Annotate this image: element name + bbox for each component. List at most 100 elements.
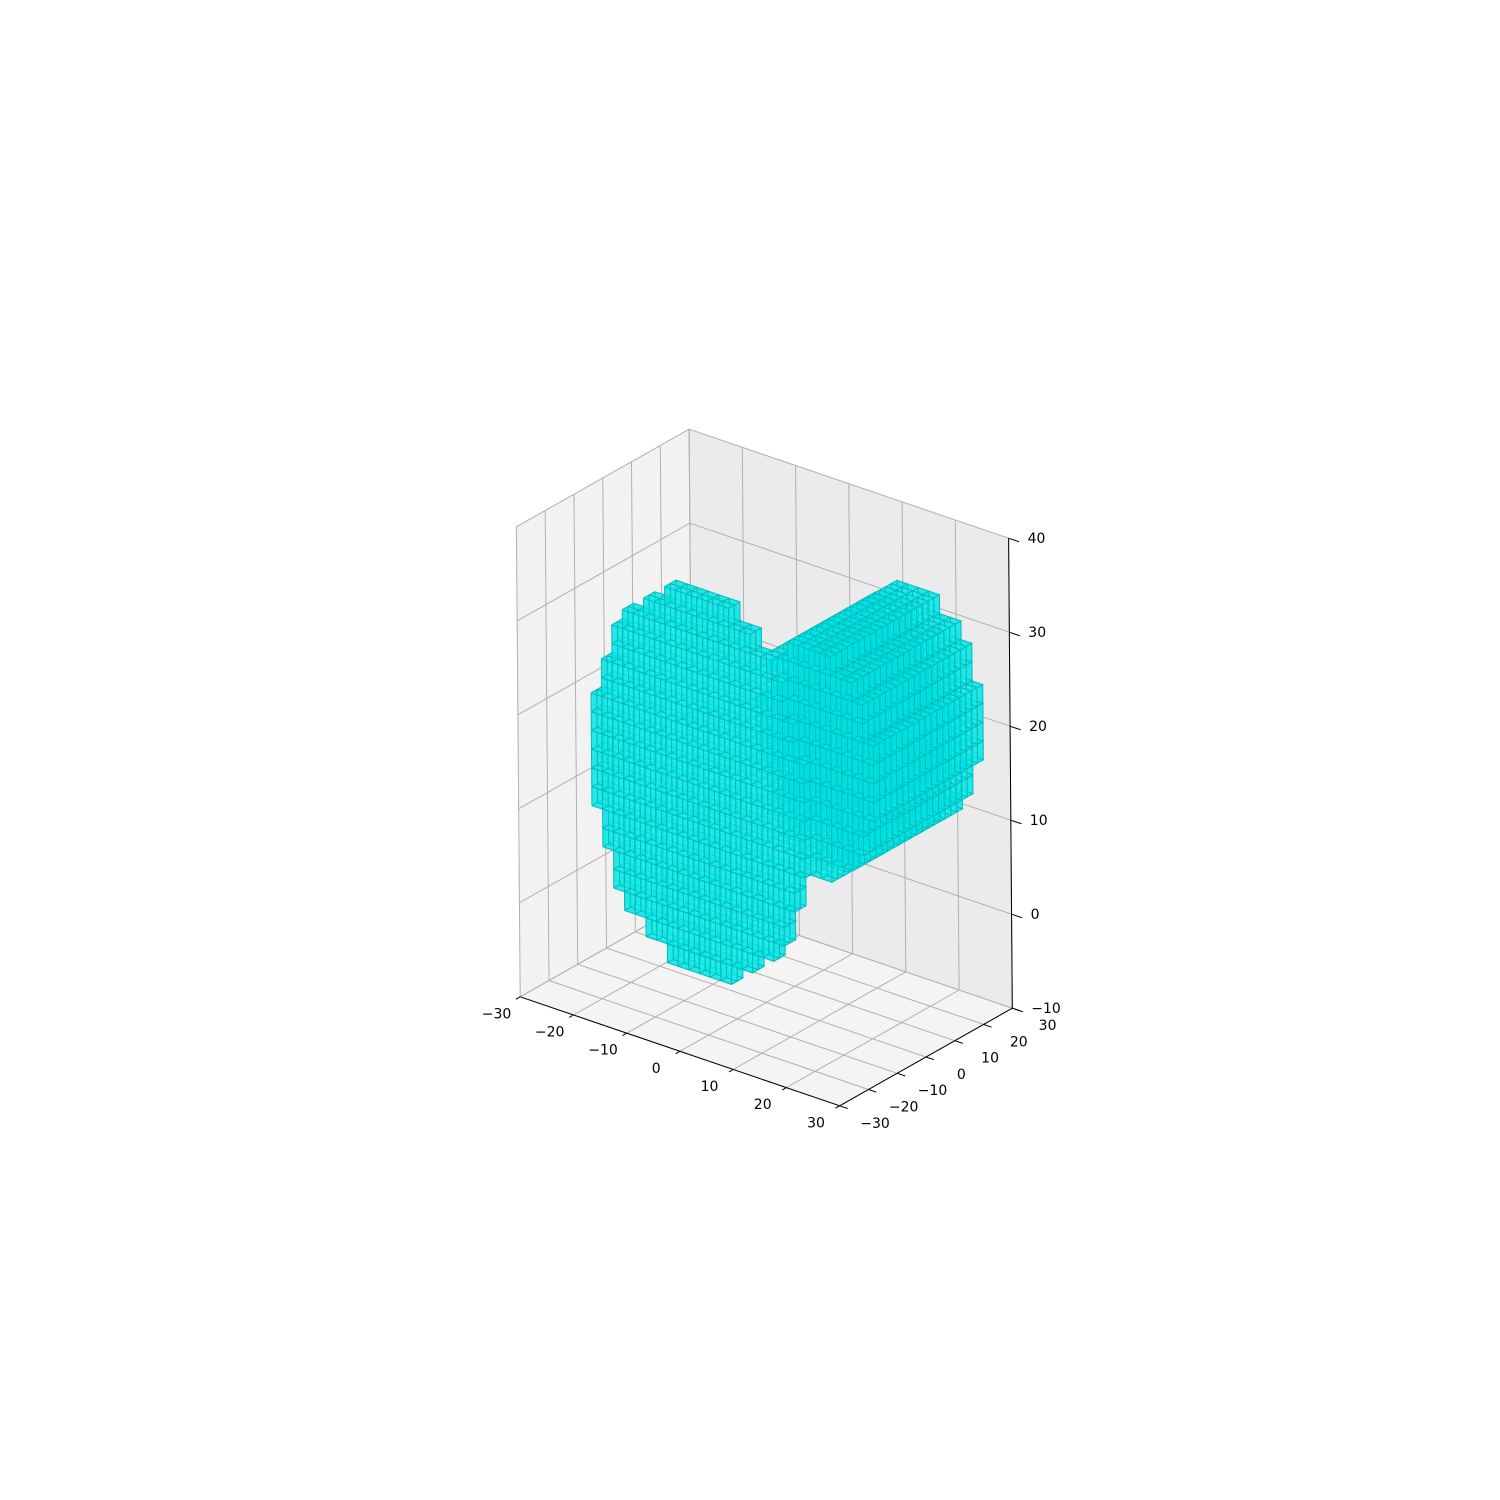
voxel-face [853,848,859,871]
voxel-face [942,741,949,764]
voxel-face [897,682,903,705]
voxel-face [910,626,928,634]
voxel-face [831,633,849,640]
x-tick-mark [835,1105,840,1109]
voxel-face [886,820,893,843]
voxel-face [930,710,937,733]
y-tick-label: 0 [957,1067,966,1083]
voxel-face [919,754,926,777]
voxel-face [920,669,926,692]
voxel-face [948,719,955,742]
voxel-face [908,694,915,717]
voxel-face [850,603,868,610]
voxel-face [880,663,887,686]
voxel-face [842,636,859,644]
voxel-face [771,657,778,680]
voxel-face [909,665,926,673]
voxel-face [936,726,943,749]
x-tick-mark [728,1069,734,1073]
voxel-face [782,679,788,702]
voxel-face [920,707,937,714]
voxel-face [755,628,762,650]
voxel-face [827,626,844,634]
voxel-face [859,627,877,634]
voxel-face [977,722,984,745]
voxel-face [955,639,972,647]
voxel-edge [771,675,790,703]
voxel-face [879,692,886,715]
voxel-face [960,684,977,692]
voxel-face [909,807,916,830]
voxel-face [931,729,937,752]
voxel-face [896,748,903,771]
y-tick-label: −10 [918,1083,948,1099]
voxel-face [820,639,837,647]
voxel-face [959,694,966,717]
voxel-face [903,716,920,724]
voxel-face [649,591,666,599]
voxel-face [887,639,905,647]
voxel-face [897,701,903,724]
voxel-face [836,669,853,676]
voxel-face [954,735,961,758]
voxel-face [898,643,915,651]
grid-line-y-left [515,526,521,997]
voxel-face [960,646,967,669]
voxel-face [880,729,897,737]
voxel-face [836,640,854,647]
voxel-face [717,601,735,609]
voxel-face [905,601,923,608]
voxel-face [892,817,899,840]
voxel-face [926,656,943,663]
z-tick-label: 20 [1029,719,1047,735]
voxel-face [891,789,897,812]
voxel-face [921,801,927,823]
voxel-face [902,697,909,720]
voxel-face [943,627,950,650]
x-tick-label: 30 [807,1115,825,1131]
voxel-face [923,591,940,599]
voxel-face [890,733,897,756]
voxel-face [880,682,897,689]
voxel-face [949,624,956,647]
voxel-face [782,698,789,721]
voxel-face [868,593,885,601]
voxel-face [942,760,949,783]
voxel-face [926,797,933,820]
voxel-face [920,659,938,667]
voxel-face [925,666,932,689]
voxel-face [954,754,961,776]
voxel-face [904,640,921,647]
voxel-face [874,733,891,740]
x-tick-label: −20 [535,1025,565,1041]
voxel-face [948,671,955,694]
voxel-face [908,761,915,784]
voxel-face [937,678,944,701]
voxel-face [854,630,871,638]
voxel-edge [781,716,801,744]
voxel-face [920,640,927,663]
voxel-face [854,620,872,627]
voxel-face [852,669,869,677]
voxel-face [928,616,945,624]
voxel-face [872,610,889,618]
voxel-face [931,681,938,704]
voxel-face [919,773,926,796]
voxel-face [886,678,903,686]
voxel-face [853,640,860,663]
y-tick-label: −20 [889,1100,919,1116]
voxel-face [870,630,877,653]
voxel-face [870,649,887,657]
voxel-face [937,659,944,682]
voxel-face [810,625,827,633]
voxel-face [873,761,880,784]
voxel-face [869,659,887,667]
voxel-edge [862,738,881,766]
voxel-face [675,587,692,594]
voxel-face [971,706,978,729]
voxel-face [948,738,955,761]
x-tick-mark [515,996,521,1000]
voxel-face [925,770,932,793]
voxel-face [696,594,713,602]
voxel-face [847,662,864,670]
